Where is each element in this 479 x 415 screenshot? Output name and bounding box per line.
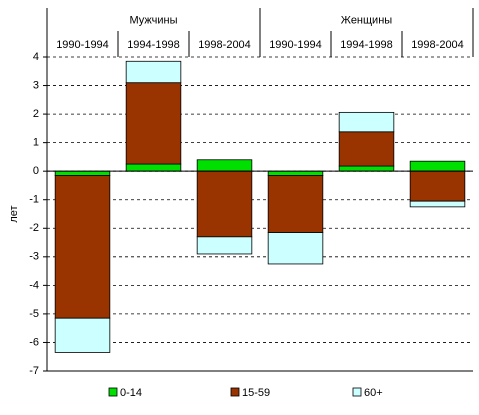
legend-swatch [230, 387, 240, 397]
y-tick-label: -5 [29, 308, 39, 320]
bar-segment [196, 159, 253, 172]
legend-swatch [108, 387, 118, 397]
y-tick-label: 1 [33, 137, 39, 149]
bar-segment [267, 232, 324, 265]
x-tick-label: 1994-1998 [127, 39, 180, 51]
bar-segment [54, 175, 111, 319]
y-tick-label: 2 [33, 108, 39, 120]
bar-segment [196, 170, 253, 238]
y-tick-label: -1 [29, 194, 39, 206]
group-label: Мужчины [129, 14, 177, 26]
bar-segment [54, 317, 111, 353]
bar-segment [125, 60, 182, 84]
y-tick-label: -2 [29, 222, 39, 234]
bar-segment [54, 170, 111, 176]
y-tick-label: -3 [29, 251, 39, 263]
bar-segment [409, 200, 466, 208]
bar-segment [267, 175, 324, 233]
legend-label: 0-14 [120, 387, 142, 399]
bar-segment [125, 82, 182, 165]
y-tick-label: -4 [29, 279, 39, 291]
y-tick-label: -6 [29, 336, 39, 348]
bar-segment [338, 165, 395, 172]
x-tick-label: 1998-2004 [411, 39, 464, 51]
legend-label: 15-59 [242, 387, 270, 399]
bar-segment [338, 131, 395, 167]
y-tick-label: 0 [33, 165, 39, 177]
x-tick-label: 1998-2004 [198, 39, 251, 51]
legend-label: 60+ [364, 387, 383, 399]
y-tick-label: 3 [33, 79, 39, 91]
group-label: Женщины [341, 14, 392, 26]
bar-segment [267, 170, 324, 176]
bar-segment [196, 236, 253, 255]
bar-segment [338, 111, 395, 133]
x-tick-label: 1990-1994 [56, 39, 109, 51]
y-axis-label: лет [8, 205, 20, 222]
x-tick-label: 1990-1994 [269, 39, 322, 51]
bar-segment [409, 170, 466, 202]
bar-segment [125, 163, 182, 172]
legend-swatch [352, 387, 362, 397]
bar-segment [409, 160, 466, 172]
x-tick-label: 1994-1998 [340, 39, 393, 51]
y-tick-label: 4 [33, 51, 39, 63]
y-tick-label: -7 [29, 365, 39, 377]
